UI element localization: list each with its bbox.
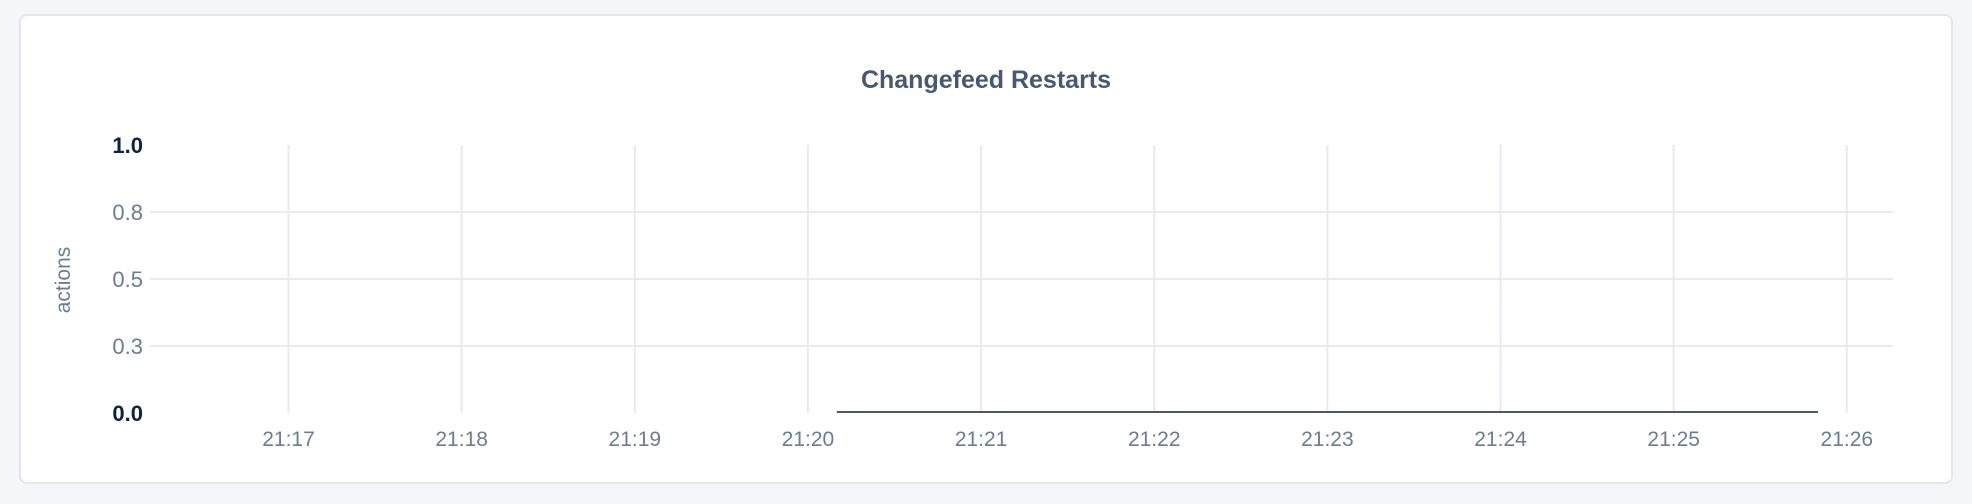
x-tick-label: 21:23 <box>1301 428 1354 451</box>
x-tick-label: 21:24 <box>1474 428 1527 451</box>
x-tick-label: 21:18 <box>435 428 488 451</box>
y-tick-label: 0.0 <box>112 401 143 426</box>
x-tick-label: 21:25 <box>1647 428 1700 451</box>
x-tick-label: 21:20 <box>782 428 835 451</box>
x-tick-label: 21:19 <box>609 428 662 451</box>
y-tick-label: 0.8 <box>112 200 143 225</box>
x-tick-label: 21:22 <box>1128 428 1181 451</box>
y-tick-label: 0.5 <box>112 267 143 292</box>
x-tick-label: 21:21 <box>955 428 1008 451</box>
x-tick-label: 21:26 <box>1821 428 1874 451</box>
y-tick-label: 1.0 <box>112 133 143 158</box>
chart-title: Changefeed Restarts <box>860 66 1112 94</box>
x-tick-label: 21:17 <box>262 428 315 451</box>
y-axis-label: actions <box>52 247 75 314</box>
chart-card: Changefeed Restarts <box>19 14 1953 484</box>
y-tick-label: 0.3 <box>112 334 143 359</box>
